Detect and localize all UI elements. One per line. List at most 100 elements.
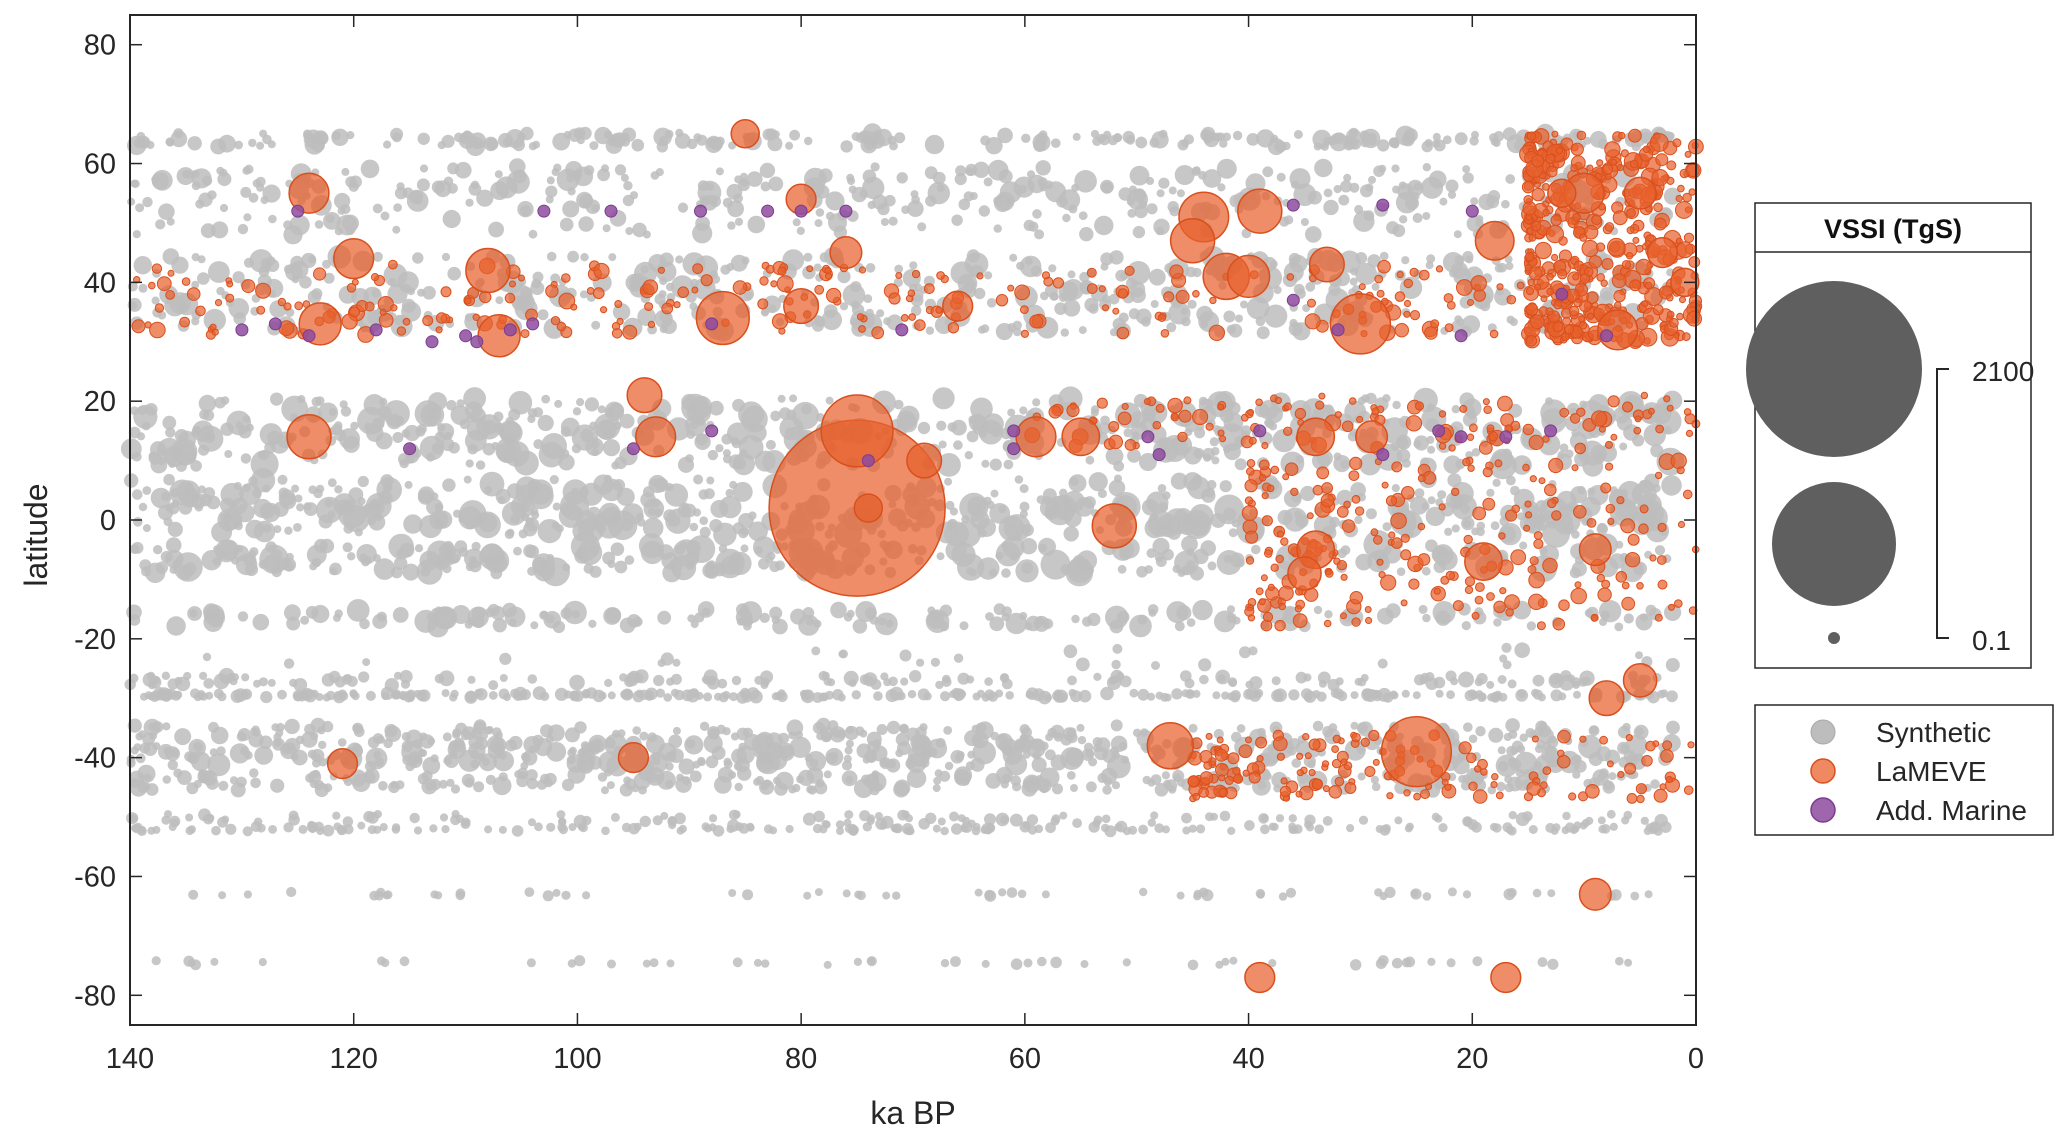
synthetic-point [341, 674, 353, 685]
synthetic-point [1360, 673, 1369, 682]
synthetic-point [190, 959, 202, 971]
synthetic-point [765, 128, 778, 140]
synthetic-point [649, 478, 659, 488]
synthetic-point [812, 823, 823, 834]
synthetic-point [842, 889, 851, 898]
synthetic-point [1051, 814, 1061, 824]
synthetic-point [1062, 213, 1071, 223]
lameve-point [390, 304, 398, 312]
synthetic-point [653, 508, 663, 517]
synthetic-point [754, 746, 766, 759]
synthetic-point [1177, 569, 1186, 577]
synthetic-point [635, 689, 644, 698]
synthetic-point [465, 459, 474, 468]
synthetic-point [1449, 269, 1457, 278]
synthetic-point [1635, 651, 1643, 660]
synthetic-point [1229, 552, 1245, 568]
synthetic-point [1305, 226, 1322, 243]
synthetic-point [343, 523, 354, 534]
synthetic-point [848, 679, 857, 688]
synthetic-point [1118, 312, 1129, 323]
synthetic-point [642, 517, 664, 539]
lameve-point [570, 303, 578, 311]
synthetic-point [1538, 721, 1547, 730]
synthetic-point [142, 486, 152, 495]
lameve-point [1456, 279, 1473, 296]
lameve-point [1157, 313, 1167, 322]
synthetic-point [841, 760, 853, 771]
synthetic-point [242, 483, 251, 492]
synthetic-point [937, 817, 946, 826]
synthetic-point [1183, 134, 1194, 145]
synthetic-point [1614, 499, 1637, 522]
synthetic-point [377, 956, 386, 966]
synthetic-point [1217, 183, 1226, 192]
synthetic-point [1039, 767, 1060, 788]
synthetic-point [1333, 688, 1344, 700]
lameve-point [1579, 233, 1588, 242]
synthetic-point [1059, 511, 1068, 520]
synthetic-point [936, 420, 947, 431]
synthetic-point [1268, 959, 1277, 968]
synthetic-point [1040, 291, 1049, 301]
synthetic-point [710, 274, 721, 284]
synthetic-point [318, 740, 327, 750]
synthetic-point [723, 759, 733, 769]
synthetic-point [532, 553, 556, 577]
synthetic-point [875, 817, 888, 830]
synthetic-point [1088, 472, 1108, 492]
synthetic-point [693, 133, 702, 142]
synthetic-point [434, 891, 443, 900]
synthetic-point [1488, 451, 1517, 480]
synthetic-point [943, 726, 953, 735]
synthetic-point [1488, 727, 1504, 743]
synthetic-point [318, 514, 333, 529]
synthetic-point [1375, 958, 1387, 970]
synthetic-point [1278, 892, 1288, 901]
synthetic-point [1453, 230, 1462, 239]
synthetic-point [1340, 459, 1349, 469]
synthetic-point [981, 959, 990, 968]
synthetic-point [166, 217, 175, 226]
synthetic-point [973, 161, 990, 178]
synthetic-point [1021, 726, 1032, 738]
synthetic-point [1490, 521, 1500, 531]
synthetic-point [1547, 889, 1556, 898]
synthetic-point [416, 178, 430, 192]
lameve-point [1467, 299, 1474, 306]
lameve-point [504, 292, 516, 304]
synthetic-point [252, 179, 261, 188]
lameve-point [1486, 424, 1495, 433]
synthetic-point [1471, 448, 1481, 457]
synthetic-point [737, 178, 751, 192]
lameve-point [1570, 142, 1584, 156]
lameve-point [277, 297, 287, 307]
lameve-point [1444, 323, 1454, 333]
synthetic-point [152, 825, 161, 834]
lameve-point [1546, 287, 1555, 296]
synthetic-point [1271, 676, 1281, 686]
synthetic-point [1389, 137, 1400, 148]
synthetic-point [1151, 131, 1169, 149]
synthetic-point [567, 250, 579, 263]
synthetic-point [594, 413, 621, 440]
synthetic-point [1232, 130, 1243, 141]
synthetic-point [1127, 208, 1137, 218]
synthetic-point [1201, 889, 1214, 902]
synthetic-point [372, 203, 383, 214]
synthetic-point [131, 179, 140, 188]
synthetic-point [1127, 449, 1141, 463]
synthetic-point [789, 394, 798, 403]
synthetic-point [558, 454, 575, 471]
synthetic-point [594, 509, 624, 539]
synthetic-point [470, 759, 480, 769]
synthetic-point [190, 688, 200, 699]
lameve-point [1356, 415, 1364, 424]
synthetic-point [270, 778, 285, 793]
synthetic-point [1502, 127, 1517, 141]
synthetic-point [1256, 326, 1270, 340]
synthetic-point [1269, 260, 1278, 269]
lameve-point [1261, 441, 1269, 450]
synthetic-point [690, 619, 699, 629]
synthetic-point [920, 748, 932, 760]
